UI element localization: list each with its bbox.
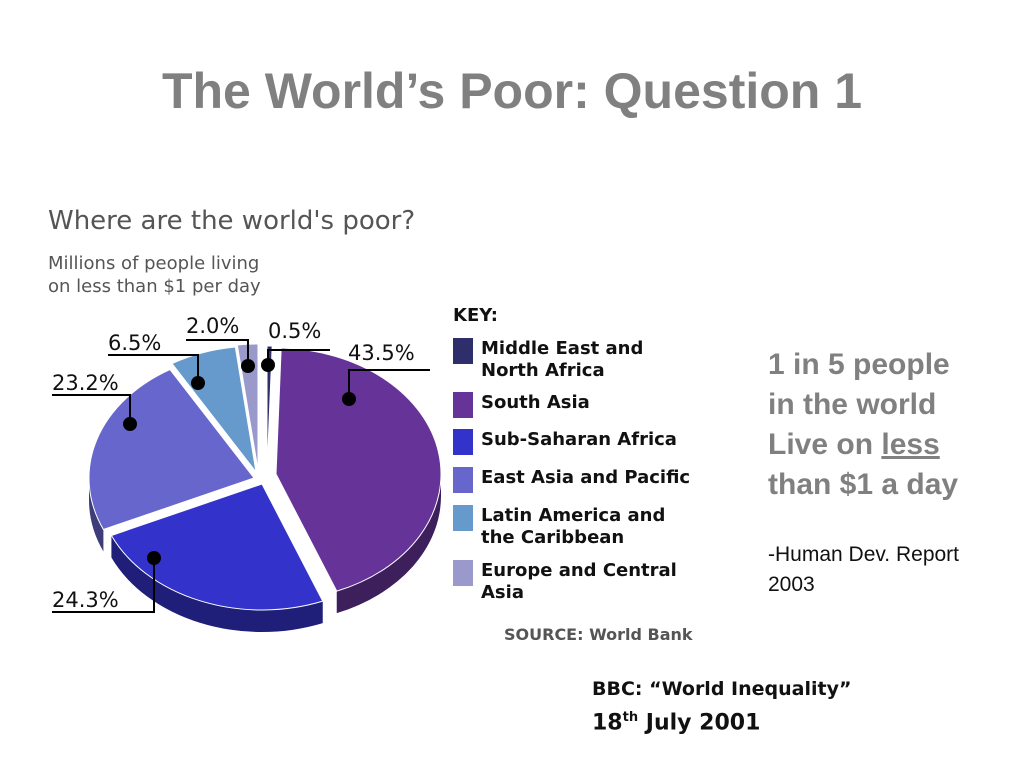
attribution: -Human Dev. Report 2003 [768,540,959,600]
legend-swatch [453,429,473,455]
callout-line: Live on less [768,425,958,465]
pie-slice-side [89,478,104,552]
pie-slice [275,347,442,592]
leader-line [186,339,249,366]
legend-item-europe-central-asia: Europe and Central Asia [453,560,677,604]
slice-percent-label: 6.5% [108,331,161,355]
bbc-date-rest: July 2001 [638,710,761,736]
chart-subtitle-line: Millions of people living [48,253,260,274]
legend-item-latin-america: Latin America and the Caribbean [453,505,665,549]
leader-line [52,558,155,613]
legend-label: Asia [481,582,524,603]
leader-line [52,394,131,424]
pie-slice [266,345,273,473]
attribution-line: -Human Dev. Report [768,543,960,566]
leader-line [108,354,199,383]
callout-line: than $1 a day [768,468,959,501]
legend-item-east-asia-pacific: East Asia and Pacific [453,467,690,493]
chart-title: Where are the world's poor? [48,206,416,236]
key-heading: KEY: [453,305,498,326]
legend-swatch [453,560,473,586]
leader-dot [342,392,356,406]
bbc-reference: BBC: “World Inequality” 18th July 2001 [592,675,851,738]
slice-percent-label: 23.2% [52,371,119,395]
pie-slice [110,483,324,611]
pie-slice-side [336,474,441,614]
slice-percent-label: 24.3% [52,588,119,612]
legend-label: Middle East and [481,338,644,359]
chart-subtitle-line: on less than $1 per day [48,276,261,297]
legend-item-sub-saharan-africa: Sub-Saharan Africa [453,429,677,455]
bbc-day-suffix: th [622,710,639,725]
legend-label: Latin America and [481,505,666,526]
legend-label: East Asia and Pacific [481,467,691,488]
callout-text: 1 in 5 people in the world Live on less … [768,345,958,505]
chart-source: SOURCE: World Bank [504,625,693,644]
leader-dot [123,417,137,431]
legend-item-south-asia: South Asia [453,392,590,418]
bbc-day: 18 [592,710,623,736]
chart-subtitle: Millions of people living on less than $… [48,252,261,298]
callout-underlined: less [881,428,940,461]
attribution-line: 2003 [768,573,815,596]
legend-swatch [453,338,473,364]
callout-prefix: Live on [768,428,882,461]
leader-line [348,369,430,399]
callout-line: in the world [768,388,937,421]
leader-dot [241,359,255,373]
slide-title: The World’s Poor: Question 1 [161,63,863,119]
legend-label: Europe and Central [481,560,677,581]
leader-dot [261,358,275,372]
slice-percent-label: 2.0% [186,314,239,338]
legend-swatch [453,467,473,493]
callout-line: 1 in 5 people [768,348,950,381]
slice-percent-label: 43.5% [348,341,415,365]
legend-item-middle-east: Middle East and North Africa [453,338,643,382]
leader-dot [147,551,161,565]
legend-label: South Asia [481,392,590,413]
bbc-date: 18th July 2001 [592,703,851,738]
leader-dot [191,376,205,390]
legend-label: North Africa [481,360,605,381]
slice-percent-label: 0.5% [268,319,321,343]
bbc-title: BBC: “World Inequality” [592,678,852,700]
legend-label: the Caribbean [481,527,625,548]
legend-swatch [453,505,473,531]
legend-label: Sub-Saharan Africa [481,429,677,450]
legend-swatch [453,392,473,418]
